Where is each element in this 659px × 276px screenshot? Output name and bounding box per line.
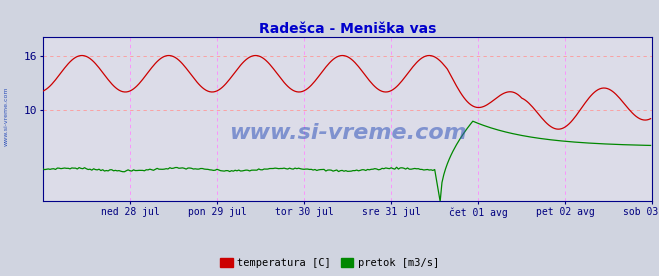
Title: Radešca - Meniška vas: Radešca - Meniška vas bbox=[259, 22, 436, 36]
Text: www.si-vreme.com: www.si-vreme.com bbox=[3, 86, 9, 146]
Text: www.si-vreme.com: www.si-vreme.com bbox=[229, 123, 467, 142]
Legend: temperatura [C], pretok [m3/s]: temperatura [C], pretok [m3/s] bbox=[220, 258, 439, 268]
